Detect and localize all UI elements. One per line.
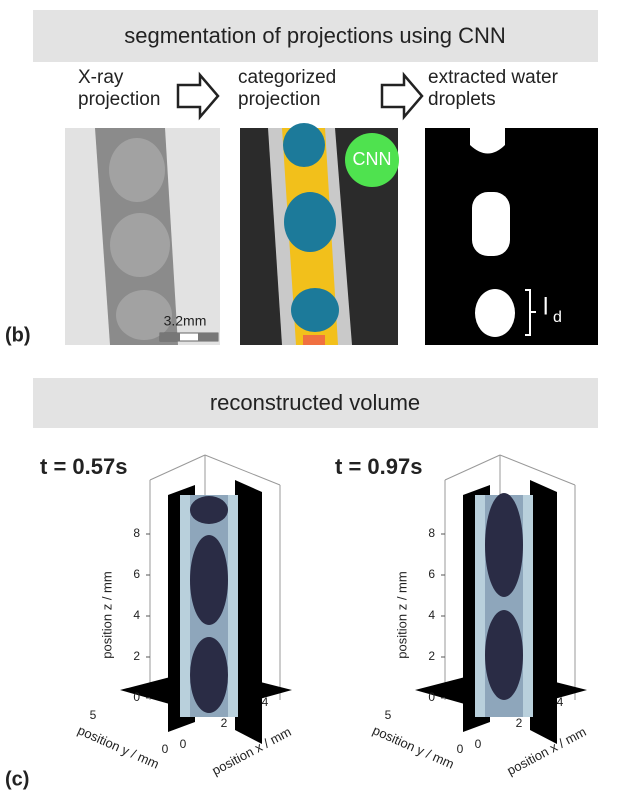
droplet-length-sub: d	[553, 309, 562, 326]
x-tick-label: 0	[475, 737, 482, 751]
z-tick-label: 6	[133, 567, 140, 581]
figure: segmentation of projections using CNN X-…	[0, 0, 620, 796]
droplet-length: l	[543, 293, 548, 320]
panel-label: (c)	[5, 768, 29, 790]
y-tick-label: 5	[385, 708, 392, 722]
box-edge	[205, 455, 280, 485]
slice-plane	[235, 480, 262, 744]
banner-text: segmentation of projections using CNN	[124, 23, 506, 48]
droplet	[485, 610, 523, 700]
y-tick-label: 0	[162, 742, 169, 756]
box-edge	[150, 455, 205, 480]
x-tick-label: 0	[180, 737, 187, 751]
cnn-badge: CNN	[353, 149, 392, 169]
panel-title: categorized	[238, 67, 336, 88]
z-tick-label: 0	[133, 690, 140, 704]
droplet	[190, 535, 228, 625]
arrow	[178, 75, 218, 117]
panel-title: projection	[78, 89, 160, 110]
panel-title: projection	[238, 89, 320, 110]
z-tick-label: 8	[428, 526, 435, 540]
y-tick-label: 5	[90, 708, 97, 722]
box-edge	[500, 455, 575, 485]
z-tick-label: 2	[133, 649, 140, 663]
z-tick-label: 0	[428, 690, 435, 704]
y-axis-label: position y / mm	[75, 722, 161, 771]
scale-bar-label: 3.2mm	[164, 313, 207, 329]
y-axis-label: position y / mm	[370, 722, 456, 771]
volume-plot: t = 0.97s 0 2 4 6 8 0 5 0 2 4 position z / mm positi…	[335, 454, 589, 778]
droplet	[190, 637, 228, 713]
x-tick-label: 2	[221, 716, 228, 730]
droplet	[485, 493, 523, 597]
panel-label: (b)	[5, 324, 31, 346]
slice-plane	[530, 480, 557, 744]
z-tick-label: 2	[428, 649, 435, 663]
box-edge	[445, 455, 500, 480]
page: segmentation of projections using CNN X-…	[0, 0, 620, 796]
volume-plot: t = 0.57s 0 2 4 6 8 0 5 0 2 4 position z / mm positi…	[40, 454, 294, 778]
z-axis-label: position z / mm	[99, 571, 114, 658]
z-tick-label: 4	[133, 608, 140, 622]
x-tick-label: 2	[516, 716, 523, 730]
z-tick-label: 4	[428, 608, 435, 622]
banner-text: reconstructed volume	[210, 390, 420, 415]
plot-title: t = 0.57s	[40, 454, 127, 479]
panel-title: extracted water	[428, 67, 559, 88]
panel-title: X-ray	[78, 67, 124, 88]
droplet	[190, 496, 228, 524]
arrow	[382, 75, 422, 117]
x-tick-label: 4	[557, 695, 564, 709]
plot-title: t = 0.97s	[335, 454, 422, 479]
panel-title: droplets	[428, 89, 496, 110]
droplets-image	[425, 128, 598, 345]
y-tick-label: 0	[457, 742, 464, 756]
z-axis-label: position z / mm	[394, 571, 409, 658]
z-tick-label: 8	[133, 526, 140, 540]
x-tick-label: 4	[262, 695, 269, 709]
z-tick-label: 6	[428, 567, 435, 581]
